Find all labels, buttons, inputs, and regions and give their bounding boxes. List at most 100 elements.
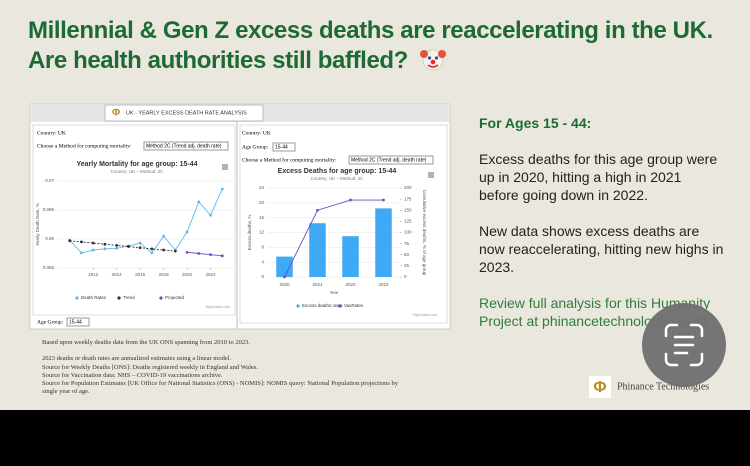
y-tick-label: 20 (259, 200, 265, 205)
point (80, 240, 83, 244)
sidebar: For Ages 15 - 44: Excess deaths for this… (479, 114, 724, 348)
country-label: Country: UK (37, 130, 66, 136)
point (126, 245, 130, 248)
point (185, 230, 189, 234)
y-tick-label: 12 (259, 230, 265, 235)
bar (342, 236, 359, 277)
point (316, 208, 319, 212)
method-value: Method 2C (Trend adj. death rate) (351, 157, 427, 163)
y2-tick-label: 75 (404, 241, 410, 246)
note: Source for Vaccination data: NHS – COVID… (42, 371, 223, 379)
y2-tick-label: 50 (404, 252, 410, 257)
point (283, 275, 286, 279)
chart-title: Excess Deaths for age group: 15-44 (278, 168, 397, 175)
legend-swatch (338, 304, 342, 308)
y2-tick-label: 150 (404, 207, 412, 212)
y-axis-label: Excess deaths, % (247, 215, 252, 251)
point (115, 243, 119, 247)
point (150, 247, 154, 251)
left-panel (32, 124, 236, 316)
bottom-bar (0, 410, 750, 466)
chart-title: Yearly Mortality for age group: 15-44 (77, 161, 198, 168)
y-tick-label: 0.06 (45, 236, 54, 241)
legend-swatch (117, 296, 121, 300)
method-select[interactable] (143, 141, 229, 151)
x-axis-label: Year (329, 290, 339, 295)
x-tick-label: 2014 (112, 272, 123, 277)
credit: Highcharts.com (206, 305, 230, 309)
bar (276, 256, 293, 277)
y-tick-label: 24 (259, 185, 265, 190)
y2-tick-label: 200 (404, 185, 412, 190)
x-tick-label: 2023 (378, 282, 389, 287)
point (197, 200, 201, 204)
y2-tick-label: 100 (404, 230, 412, 235)
point (209, 213, 212, 217)
point (220, 187, 224, 191)
method-value: Method 2C (Trend adj. death rate) (146, 143, 222, 149)
note: Source for Weekly Deaths [ONS]: Deaths r… (42, 363, 259, 371)
age-select[interactable] (272, 142, 296, 152)
logo-text: Phinance Technologies (617, 381, 709, 392)
series-line (69, 240, 176, 252)
method-select[interactable] (348, 155, 434, 165)
y2-axis-label: Cumulative excess deaths, % of age group (422, 190, 427, 276)
method-prompt: Choose a Method for computing mortality: (242, 156, 337, 163)
clown-icon (420, 49, 447, 71)
sidebar-text: New data shows excess deaths are now rea… (479, 223, 724, 275)
y-tick-label: 0.055 (43, 265, 55, 270)
point (80, 251, 83, 255)
age-value: 15-44 (69, 319, 82, 325)
point (115, 246, 119, 250)
point (91, 248, 95, 252)
point (138, 246, 142, 250)
menu-icon[interactable] (222, 164, 228, 170)
x-tick-label: 2018 (159, 272, 170, 277)
point (209, 253, 212, 257)
bar (375, 208, 392, 277)
chart-subtitle: Country: UK – Method: 2C (111, 169, 165, 174)
legend-label: VaxRates (344, 303, 364, 308)
series-line (69, 188, 223, 254)
legend-label: Death Rates (81, 295, 107, 300)
age-select[interactable] (66, 317, 90, 327)
bar (309, 223, 326, 277)
headline-text: Millennial & Gen Z excess deaths are rea… (28, 17, 713, 74)
x-tick-label: 2022 (345, 282, 356, 287)
point (103, 247, 107, 251)
legend-label: Trend (123, 295, 135, 300)
y-tick-label: 0.065 (43, 207, 55, 212)
credit: Highcharts.com (413, 313, 437, 317)
sidebar-heading: For Ages 15 - 44: (479, 115, 592, 131)
x-tick-label: 2016 (135, 272, 146, 277)
point (173, 249, 177, 253)
x-tick-label: 2021 (312, 282, 323, 287)
tab-logo: Φ (112, 108, 120, 119)
point (185, 250, 189, 254)
tab[interactable] (104, 104, 264, 122)
note: 2023 deaths or death rates are annualize… (42, 355, 232, 363)
notes: Based upon weekly deaths data from the U… (42, 339, 402, 397)
point (162, 234, 166, 238)
logo-mark: Φ (593, 379, 606, 396)
logo-box (589, 376, 611, 398)
y2-tick-label: 175 (404, 196, 412, 201)
sidebar-link: Review full analysis for this Humanity P… (479, 295, 711, 329)
y-tick-label: 0 (261, 274, 264, 279)
point (220, 254, 224, 258)
y2-tick-label: 125 (404, 219, 412, 224)
legend-label: Projected (165, 295, 185, 300)
menu-icon[interactable] (428, 172, 434, 178)
y2-tick-label: 25 (404, 263, 410, 268)
legend-label: Excess deaths rates (302, 303, 343, 308)
point (150, 251, 154, 255)
y-axis-label: Yearly Death Rate, % (35, 203, 40, 246)
x-tick-label: 2020 (182, 272, 193, 277)
point (349, 198, 352, 202)
point (382, 198, 385, 202)
y2-tick-label: 0 (404, 274, 407, 279)
y-tick-label: 16 (259, 215, 265, 220)
right-panel (239, 124, 448, 324)
